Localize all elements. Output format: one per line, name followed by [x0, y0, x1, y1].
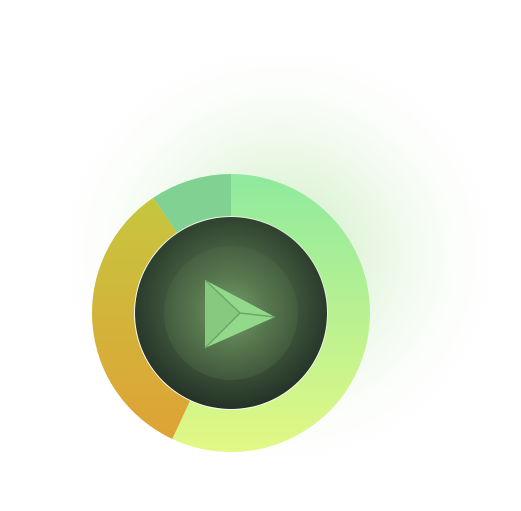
play-icon: [204, 279, 276, 349]
ring-segment-top: [153, 174, 231, 233]
ring-segment-right: [172, 174, 370, 452]
play-button[interactable]: [135, 217, 327, 409]
ring-segment-left: [92, 197, 191, 439]
